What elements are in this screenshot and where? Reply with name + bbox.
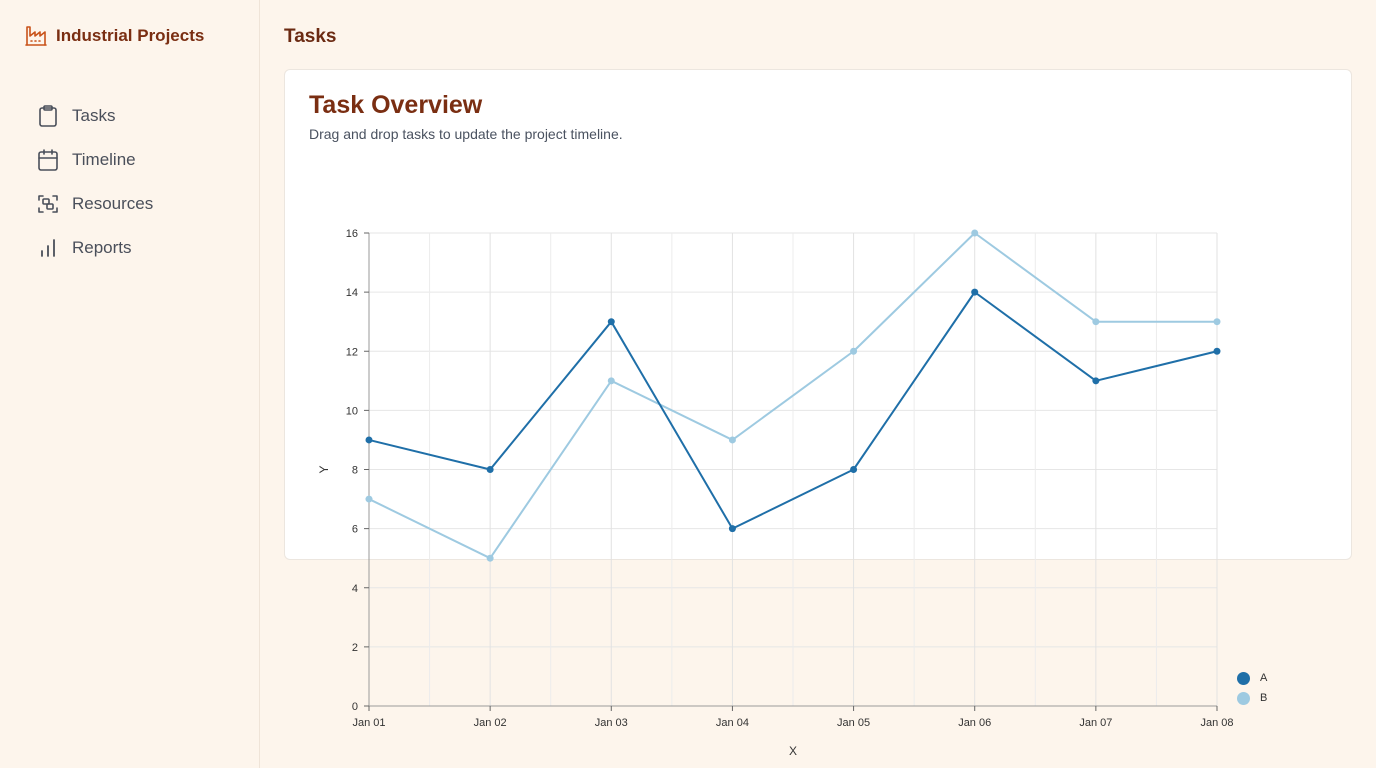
sidebar-item-timeline[interactable]: Timeline <box>36 148 246 172</box>
data-point-a <box>486 466 494 473</box>
y-tick-label: 12 <box>346 346 358 358</box>
y-axis-label: Y <box>317 465 331 473</box>
y-tick-label: 10 <box>346 405 358 417</box>
x-tick-label: Jan 07 <box>1079 717 1112 729</box>
brand[interactable]: Industrial Projects <box>24 24 204 48</box>
y-tick-label: 6 <box>352 524 358 536</box>
sidebar-item-label: Reports <box>72 238 132 257</box>
data-point-b <box>971 229 979 237</box>
series-line-b <box>368 232 1217 560</box>
data-point-b <box>607 377 615 385</box>
x-tick-label: Jan 03 <box>595 717 628 729</box>
y-tick-label: 2 <box>352 642 358 654</box>
data-point-b <box>728 436 736 444</box>
y-tick-label: 16 <box>346 228 358 240</box>
data-point-b <box>486 554 494 562</box>
data-point-a <box>1092 377 1100 385</box>
y-tick-label: 4 <box>352 583 358 595</box>
sidebar-item-reports[interactable]: Reports <box>36 236 246 260</box>
data-point-a <box>607 318 615 326</box>
y-tick-label: 0 <box>352 701 358 713</box>
card-title: Task Overview <box>309 91 483 119</box>
data-point-a <box>971 288 979 296</box>
x-tick-label: Jan 02 <box>474 717 507 729</box>
chart-legend: A B <box>1237 668 1267 708</box>
data-point-a <box>1213 347 1221 355</box>
x-axis-label: X <box>789 744 797 758</box>
x-tick-label: Jan 01 <box>352 717 385 729</box>
data-point-b <box>365 495 373 503</box>
x-tick-label: Jan 08 <box>1200 717 1233 729</box>
series-line-a <box>368 291 1218 530</box>
y-tick-label: 8 <box>352 465 358 477</box>
resources-icon <box>36 192 60 216</box>
factory-icon <box>24 24 48 48</box>
x-tick-label: Jan 04 <box>716 717 749 729</box>
sidebar: Industrial Projects Tasks <box>0 0 260 768</box>
legend-swatch <box>1237 691 1250 705</box>
page-title: Tasks <box>284 26 337 47</box>
data-point-a <box>365 436 373 444</box>
data-point-a <box>728 525 736 533</box>
data-point-b <box>1213 318 1221 326</box>
x-tick-label: Jan 06 <box>958 717 991 729</box>
data-point-b <box>850 347 858 355</box>
sidebar-item-label: Timeline <box>72 150 136 169</box>
data-point-b <box>1092 318 1100 326</box>
data-point-a <box>850 466 858 473</box>
clipboard-icon <box>36 104 60 128</box>
x-tick-label: Jan 05 <box>837 717 870 729</box>
bar-chart-icon <box>36 236 60 260</box>
sidebar-item-tasks[interactable]: Tasks <box>36 104 246 128</box>
sidebar-item-resources[interactable]: Resources <box>36 192 246 216</box>
task-overview-card: Task Overview Drag and drop tasks to upd… <box>284 69 1352 560</box>
sidebar-item-label: Tasks <box>72 106 116 125</box>
card-subtitle: Drag and drop tasks to update the projec… <box>309 126 623 142</box>
legend-swatch <box>1237 671 1250 685</box>
calendar-icon <box>36 148 60 172</box>
main-content: Tasks Task Overview Drag and drop tasks … <box>260 0 1376 768</box>
y-tick-label: 14 <box>346 287 358 299</box>
sidebar-nav: Tasks Timeline <box>36 104 246 280</box>
sidebar-item-label: Resources <box>72 194 154 213</box>
brand-name: Industrial Projects <box>56 26 205 45</box>
legend-item-b[interactable]: B <box>1237 688 1267 708</box>
legend-label: B <box>1260 692 1268 704</box>
legend-item-a[interactable]: A <box>1237 668 1267 688</box>
legend-label: A <box>1260 672 1268 684</box>
